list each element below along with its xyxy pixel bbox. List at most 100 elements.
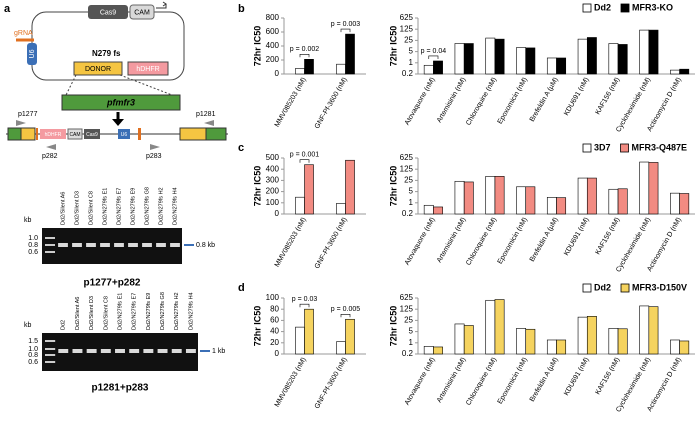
bar xyxy=(295,68,305,75)
p-value: p = 0.005 xyxy=(331,306,360,313)
primer xyxy=(16,120,26,126)
bar xyxy=(608,188,619,215)
band-label: 0.8 kb xyxy=(196,242,215,249)
donor-box xyxy=(73,61,123,76)
x-tick-label: Brefeldin A (µM) xyxy=(529,76,560,123)
x-tick-label: Brefeldin A (µM) xyxy=(529,356,560,403)
label: Cas9 xyxy=(100,9,116,16)
lane-label: Dd2 xyxy=(61,320,67,330)
x-tick-label: Brefeldin A (µM) xyxy=(529,216,560,263)
gel-band xyxy=(129,349,140,353)
gel-band xyxy=(58,349,69,353)
lane-label: Dd2/N279fs H2 xyxy=(174,292,180,330)
y-tick-label: 80 xyxy=(270,304,279,313)
y-axis-label: 72hr IC50 xyxy=(388,306,398,347)
bar xyxy=(423,64,434,75)
marker-label: 0.6 xyxy=(28,249,38,256)
u6-box xyxy=(27,43,37,65)
x-tick-label: Atovaquone (nM) xyxy=(404,76,437,126)
x-tick-label: Epoxomicin (nM) xyxy=(497,356,529,405)
x-tick-label: KAF156 (nM) xyxy=(595,216,622,256)
bar xyxy=(556,197,567,215)
bar xyxy=(454,43,465,75)
x-tick-label: KDU691 (nM) xyxy=(563,216,590,257)
label: DONOR xyxy=(85,66,111,73)
bar xyxy=(304,164,314,215)
x-tick-label: Cycloheximide (nM) xyxy=(615,76,652,133)
marker-label: 1.0 xyxy=(28,235,38,242)
gel-band xyxy=(86,243,96,247)
bar xyxy=(485,299,496,355)
bar xyxy=(485,176,496,215)
x-tick-label: Actinomycin D (nM) xyxy=(646,356,683,412)
gel-band xyxy=(100,349,111,353)
bar xyxy=(679,68,690,75)
exon xyxy=(7,127,22,141)
significance-bracket xyxy=(340,28,351,33)
gel-band xyxy=(114,243,124,247)
lane-label: Dd2/N279fs G8 xyxy=(160,292,166,330)
label: Cas9 xyxy=(86,132,98,138)
bar xyxy=(516,47,527,75)
bar xyxy=(648,306,659,355)
gel-band xyxy=(128,243,138,247)
y-tick-label: 0 xyxy=(275,349,280,358)
ladder-band xyxy=(45,361,56,363)
bar xyxy=(577,38,588,75)
bar xyxy=(304,58,314,75)
label: pfmfr3 xyxy=(106,97,135,107)
p-value: p = 0.003 xyxy=(331,21,360,28)
significance-bracket xyxy=(299,159,310,163)
legend-swatch xyxy=(582,283,592,293)
y-tick-label: 200 xyxy=(266,187,280,196)
y-tick-label: 1 xyxy=(409,338,414,347)
bar xyxy=(679,193,690,215)
bar xyxy=(546,339,557,355)
primer-label: p1277 xyxy=(18,111,38,118)
x-tick-label: Epoxomicin (nM) xyxy=(497,76,529,125)
gel-band xyxy=(170,243,180,247)
x-tick-label: Atovaquone (nM) xyxy=(404,356,437,406)
ladder-band xyxy=(45,340,56,342)
gene-box xyxy=(61,94,181,111)
bar xyxy=(516,328,527,355)
legend-label: 3D7 xyxy=(594,142,611,152)
x-tick-label: Cycloheximide (nM) xyxy=(615,216,652,273)
bar xyxy=(494,176,505,215)
bar xyxy=(463,43,474,75)
gel-band xyxy=(86,349,97,353)
bar xyxy=(485,37,496,75)
x-tick-label: Artemisinin (nM) xyxy=(436,356,468,404)
y-tick-label: 300 xyxy=(266,176,280,185)
legend-swatch xyxy=(582,143,592,153)
x-tick-label: Chloroquine (nM) xyxy=(465,356,498,406)
bar xyxy=(679,340,690,355)
bar xyxy=(617,328,628,355)
y-tick-label: 25 xyxy=(404,36,413,45)
x-tick-label: Chloroquine (nM) xyxy=(465,76,498,126)
label: gRNA xyxy=(14,30,33,37)
cas9-box xyxy=(88,5,128,19)
primer-label: p283 xyxy=(146,153,162,160)
bar xyxy=(617,44,628,75)
y-tick-label: 1 xyxy=(409,198,414,207)
gel-band xyxy=(156,243,166,247)
panel-label: b xyxy=(238,3,245,15)
bar xyxy=(670,339,680,355)
lane-label: Dd2/Silent D3 xyxy=(89,296,95,330)
y-tick-label: 1 xyxy=(409,58,414,67)
bar xyxy=(608,43,619,75)
lane-label: Dd2/N279fs E9 xyxy=(146,293,152,330)
bar xyxy=(639,161,650,215)
lane-label: Dd2/N279fs H4 xyxy=(188,292,194,330)
recombination-lines xyxy=(65,74,173,96)
cam-box xyxy=(129,4,155,20)
legend-swatch xyxy=(620,3,630,13)
label: hDHFR xyxy=(45,132,62,138)
y-tick-label: 100 xyxy=(266,293,280,302)
legend-label: Dd2 xyxy=(594,2,611,12)
y-tick-label: 0.2 xyxy=(402,349,414,358)
legend-swatch xyxy=(582,3,592,13)
p-value: p = 0.03 xyxy=(292,296,318,303)
